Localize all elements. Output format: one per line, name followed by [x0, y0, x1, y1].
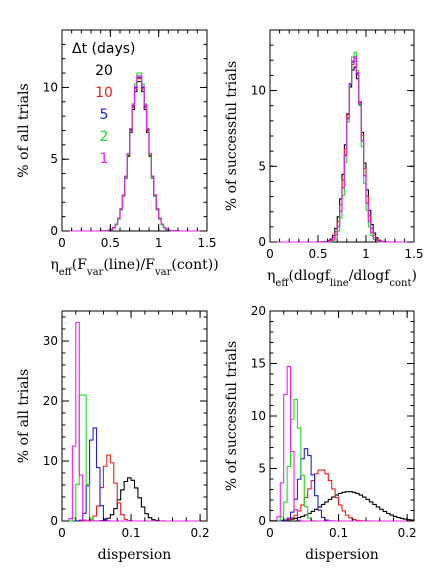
- y-tick-label: 15: [251, 357, 266, 371]
- x-axis-label: ηeff(dlogfline/dlogfcont): [267, 268, 417, 289]
- x-tick-label: 0.2: [398, 526, 417, 540]
- x-tick-label: 1: [155, 236, 163, 250]
- panel-bottom-right: 0 0.1 0.2 0 5 10 15 20 dispersion % of successful…: [224, 304, 417, 563]
- y-axis-label: % of all trials: [16, 83, 32, 177]
- histogram-series-1: [270, 56, 414, 243]
- y-tick-label: 20: [251, 304, 266, 318]
- histogram-series-2: [62, 394, 207, 522]
- histogram-series-20: [62, 477, 207, 522]
- histogram-series-20: [269, 491, 415, 522]
- x-tick-label: 0.1: [329, 526, 348, 540]
- x-axis-label: dispersion: [98, 547, 172, 563]
- legend-entry-1: 1: [100, 151, 109, 167]
- plot-frame: [269, 310, 415, 522]
- y-tick-label: 30: [43, 334, 58, 348]
- x-tick-label: 0: [58, 236, 66, 250]
- y-tick-label: 0: [258, 514, 266, 528]
- y-tick-label: 0: [50, 224, 58, 238]
- x-tick-label: 1.5: [404, 247, 423, 261]
- histogram-series-1: [62, 75, 207, 232]
- x-tick-label: 0.5: [308, 247, 327, 261]
- y-tick-label: 10: [43, 454, 58, 468]
- y-tick-label: 5: [258, 462, 266, 476]
- histogram-series-2: [270, 398, 414, 522]
- legend-entry-5: 5: [100, 107, 109, 123]
- x-tick-label: 0.5: [101, 236, 120, 250]
- legend-entry-2: 2: [100, 129, 109, 145]
- plot-frame: [61, 310, 208, 522]
- y-axis-label: % of successful trials: [224, 61, 240, 211]
- y-tick-label: 0: [50, 514, 58, 528]
- x-tick-label: 0: [266, 526, 274, 540]
- histogram-series-1: [62, 321, 207, 522]
- x-tick-label: 1.5: [197, 236, 216, 250]
- x-tick-label: 1: [362, 247, 370, 261]
- legend: Δt (days) 20 10 5 2 1: [72, 41, 136, 167]
- y-tick-label: 5: [258, 159, 266, 173]
- x-tick-label: 0: [58, 526, 66, 540]
- plot-frame: [61, 29, 208, 232]
- legend-title: Δt (days): [72, 41, 136, 57]
- panel-bottom-left: 0 0.1 0.2 0 10 20 30 dispersion % of all trials: [16, 310, 210, 563]
- x-tick-label: 0: [266, 247, 274, 261]
- histogram-series-1: [270, 365, 414, 522]
- y-tick-label: 5: [50, 152, 58, 166]
- panel-top-left: 0 0.5 1 1.5 0 5 10 ηeff(Fvar(line)/Fvar(cont))%…: [16, 29, 219, 278]
- legend-entry-10: 10: [95, 85, 113, 101]
- panel-top-right: 0 0.5 1 1.5 0 5 10 ηeff(dlogfline/dlogfcont) % o…: [224, 29, 424, 289]
- y-axis-label: % of successful trials: [224, 341, 240, 491]
- y-tick-label: 10: [43, 80, 58, 94]
- y-axis-label: % of all trials: [16, 369, 32, 463]
- y-tick-label: 10: [251, 84, 266, 98]
- y-tick-label: 0: [258, 235, 266, 249]
- histogram-series-5: [62, 427, 207, 522]
- x-tick-label: 0.1: [122, 526, 141, 540]
- legend-entry-20: 20: [95, 63, 113, 79]
- histogram-series-2: [270, 51, 414, 243]
- y-tick-label: 20: [43, 394, 58, 408]
- x-tick-label: 0.2: [191, 526, 210, 540]
- y-tick-label: 10: [251, 409, 266, 423]
- histogram-series-10: [269, 469, 414, 522]
- x-axis-label: ηeff(Fvar(line)/Fvar(cont)): [50, 257, 218, 278]
- x-axis-label: dispersion: [305, 547, 379, 563]
